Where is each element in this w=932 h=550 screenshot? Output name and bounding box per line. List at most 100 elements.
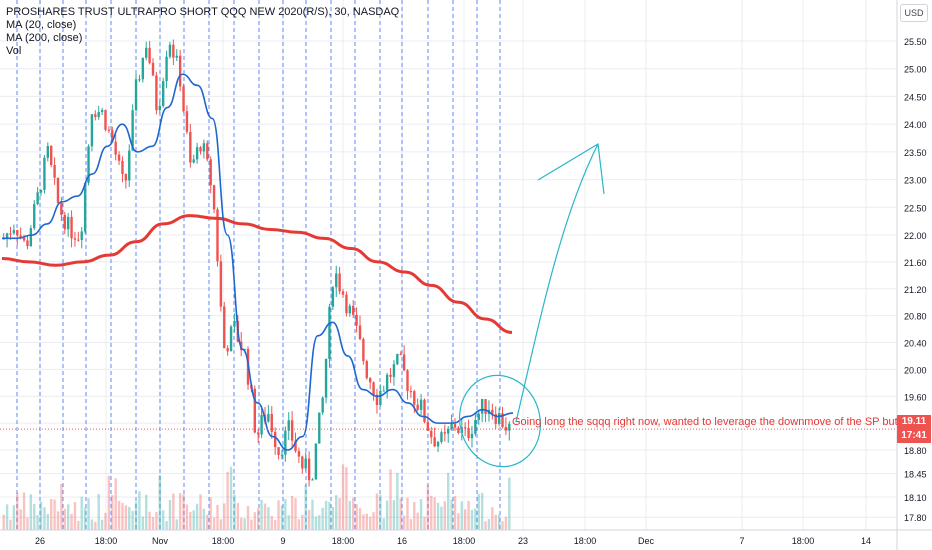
- candle-body: [280, 454, 284, 456]
- candle-body: [474, 419, 477, 434]
- candle-body: [331, 287, 335, 307]
- candle-body: [39, 189, 43, 193]
- candle-body: [430, 430, 433, 438]
- countdown-tag: 17:41: [897, 429, 931, 443]
- candle-body: [114, 141, 117, 155]
- candle-body: [104, 110, 107, 130]
- candle-body: [219, 261, 223, 307]
- user-drawings[interactable]: [0, 143, 897, 476]
- candle-body: [284, 430, 287, 455]
- volume-bar: [114, 478, 117, 530]
- candle-body: [504, 427, 508, 431]
- candle-body: [182, 86, 185, 112]
- volume-bar: [36, 515, 39, 530]
- volume-bar: [416, 512, 419, 530]
- candle-body: [396, 353, 399, 365]
- volume-bar: [19, 509, 22, 530]
- candle-body: [402, 354, 406, 371]
- candle-body: [467, 427, 470, 439]
- candle-body: [206, 143, 209, 160]
- volume-bar: [463, 509, 467, 530]
- candle-body: [260, 414, 263, 435]
- candle-body: [19, 235, 22, 238]
- volume-bar: [70, 514, 73, 530]
- y-tick-label: 23.00: [904, 176, 927, 186]
- volume-bar: [209, 497, 212, 530]
- volume-bar: [382, 518, 385, 530]
- candle-body: [117, 154, 121, 161]
- y-tick-label: 21.20: [904, 285, 927, 295]
- volume-bar: [453, 496, 457, 530]
- candle-body: [141, 57, 145, 80]
- candle-body: [301, 456, 304, 469]
- legend-ma200[interactable]: MA (200, close): [6, 32, 83, 44]
- volume-bar: [460, 501, 463, 530]
- volume-bar: [318, 515, 321, 530]
- candle-body: [423, 399, 426, 423]
- candle-body: [97, 112, 100, 117]
- candle-body: [253, 388, 257, 433]
- volume-bar: [290, 495, 294, 530]
- volume-bar: [250, 519, 253, 530]
- session-break-lines: [16, 0, 501, 530]
- volume-bar: [375, 493, 379, 530]
- volume-bar: [270, 515, 273, 530]
- volume-bar: [223, 503, 226, 530]
- volume-bar: [430, 495, 433, 530]
- volume-bar: [145, 494, 148, 530]
- candle-body: [416, 404, 419, 410]
- candle-body: [202, 143, 206, 152]
- candle-body: [290, 420, 294, 441]
- candle-body: [508, 423, 511, 431]
- currency-label[interactable]: USD: [900, 4, 928, 22]
- candle-body: [406, 370, 409, 392]
- volume-bar: [433, 497, 436, 530]
- candle-body: [43, 157, 46, 190]
- volume-bar: [178, 493, 182, 530]
- annotation-text[interactable]: Going long the sqqq right now, wanted to…: [512, 416, 921, 428]
- candle-body: [399, 353, 402, 355]
- candle-body: [368, 378, 372, 383]
- candle-body: [36, 192, 39, 205]
- x-tick-label: 18:00: [453, 536, 476, 546]
- candle-body: [66, 216, 70, 230]
- candle-body: [501, 413, 504, 428]
- candle-body: [453, 423, 457, 428]
- candle-body: [229, 326, 233, 352]
- candle-body: [447, 428, 450, 434]
- volume-bar: [104, 512, 107, 530]
- volume-bar: [447, 472, 450, 530]
- volume-bar: [117, 500, 121, 530]
- candle-body: [450, 423, 453, 429]
- volume-bar: [5, 504, 9, 530]
- volume-bar: [192, 510, 195, 530]
- volume-bar: [480, 492, 484, 530]
- legend-ma20[interactable]: MA (20, close): [6, 19, 77, 31]
- candle-body: [22, 237, 26, 241]
- y-tick-label: 17.80: [904, 513, 927, 523]
- volume-bar: [277, 500, 280, 530]
- volume-bar: [121, 502, 124, 530]
- volume-bar: [423, 516, 426, 530]
- x-tick-label: 18:00: [332, 536, 355, 546]
- candle-body: [256, 432, 260, 435]
- volume-bar: [419, 499, 423, 530]
- legend-vol[interactable]: Vol: [6, 45, 22, 57]
- volume-bar: [508, 477, 511, 530]
- volume-bar: [331, 506, 335, 530]
- candle-body: [223, 306, 226, 349]
- candle-body: [195, 147, 199, 160]
- volume-bar: [504, 516, 508, 530]
- x-tick-label: 14: [861, 536, 871, 546]
- candle-body: [270, 413, 273, 432]
- y-tick-label: 20.00: [904, 365, 927, 375]
- volume-bar: [53, 499, 56, 530]
- candle-body: [77, 239, 80, 241]
- volume-bar: [33, 503, 36, 530]
- volume-bar: [226, 471, 229, 530]
- volume-bar: [165, 521, 168, 530]
- candle-body: [46, 146, 50, 158]
- candle-body: [158, 105, 161, 111]
- candle-body: [243, 348, 246, 351]
